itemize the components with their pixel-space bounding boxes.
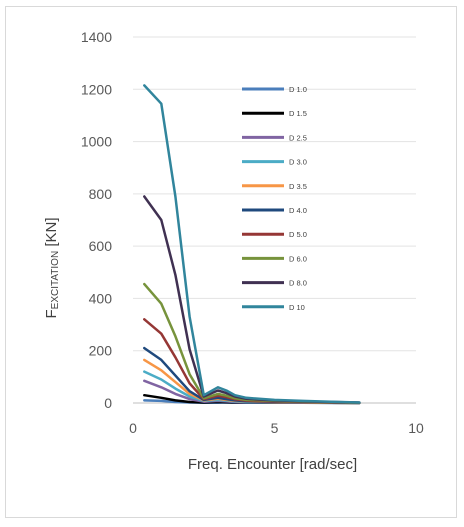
- y-tick-label: 0: [104, 395, 112, 411]
- x-tick-label: 10: [408, 420, 424, 436]
- x-tick-label: 0: [129, 420, 137, 436]
- legend-label-6: D 4.0: [289, 206, 307, 215]
- y-tick-label: 400: [89, 290, 113, 306]
- y-tick-label: 600: [89, 238, 113, 254]
- series-line-5: [143, 358, 361, 405]
- legend-label-8: D 6.0: [289, 254, 307, 263]
- legend-label-7: D 5.0: [289, 230, 307, 239]
- series-line-9: [143, 195, 361, 404]
- legend-label-1: D 1.0: [289, 85, 307, 94]
- x-axis-label: Freq. Encounter [rad/sec]: [188, 456, 357, 473]
- x-tick-label: 5: [271, 420, 279, 436]
- y-tick-label: 1200: [81, 81, 112, 97]
- y-tick-label: 200: [89, 343, 113, 359]
- series-line-10: [143, 84, 361, 404]
- legend-label-10: D 10: [289, 303, 305, 312]
- legend-label-5: D 3.5: [289, 182, 307, 191]
- chart-frame: [5, 6, 457, 518]
- y-tick-label: 800: [89, 186, 113, 202]
- legend-label-2: D 1.5: [289, 109, 307, 118]
- y-tick-label: 1400: [81, 29, 112, 45]
- legend-label-3: D 2.5: [289, 133, 307, 142]
- legend-label-9: D 8.0: [289, 279, 307, 288]
- legend-label-4: D 3.0: [289, 158, 307, 167]
- series-line-8: [143, 282, 361, 404]
- y-tick-label: 1000: [81, 134, 112, 150]
